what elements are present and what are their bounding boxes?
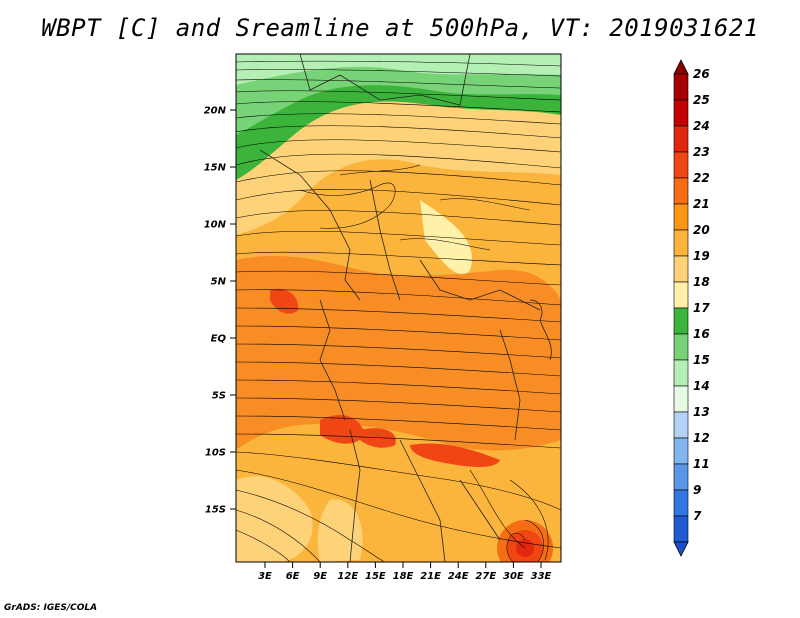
colorbar-label: 24	[693, 119, 710, 133]
lat-tick-label: EQ	[211, 334, 227, 345]
colorbar-segment	[673, 463, 689, 491]
colorbar-label: 13	[693, 405, 710, 419]
colorbar: 26 25 24 23 22 21 20 19 18 17 16 15 14 13 12 11 9 7	[673, 59, 710, 557]
lon-tick-label: 27E	[475, 571, 496, 582]
lon-tick-label: 24E	[448, 571, 469, 582]
colorbar-top-triangle	[673, 59, 689, 75]
colorbar-label: 19	[693, 249, 710, 263]
colorbar-label: 12	[693, 431, 710, 445]
lat-tick-label: 5N	[211, 277, 227, 288]
lon-tick-label: 9E	[313, 571, 327, 582]
lat-tick-label: 10N	[204, 220, 227, 231]
colorbar-label: 16	[693, 327, 710, 341]
longitude-axis: 3E 6E 9E 12E 15E 18E 21E 24E 27E 30E 33E	[258, 562, 552, 582]
map-frame	[235, 53, 562, 563]
colorbar-segment	[673, 125, 689, 153]
lon-tick-label: 6E	[286, 571, 300, 582]
colorbar-label: 14	[693, 379, 710, 393]
colorbar-segment	[673, 255, 689, 283]
colorbar-segment	[673, 99, 689, 127]
colorbar-label: 20	[693, 223, 710, 237]
colorbar-segment	[673, 203, 689, 231]
colorbar-segment	[673, 359, 689, 387]
streamlines	[236, 60, 561, 562]
lon-tick-label: 18E	[393, 571, 414, 582]
colorbar-segment	[673, 333, 689, 361]
wbpt-shaded-field	[236, 54, 561, 562]
lat-tick-label: 5S	[212, 391, 226, 402]
colorbar-label: 9	[693, 483, 701, 497]
colorbar-label: 21	[693, 197, 710, 211]
colorbar-segment	[673, 385, 689, 413]
colorbar-label: 11	[693, 457, 710, 471]
colorbar-label: 18	[693, 275, 710, 289]
lat-tick-label: 10S	[205, 448, 226, 459]
plot-title: WBPT [C] and Sreamline at 500hPa, VT: 20…	[41, 14, 759, 42]
lat-tick-label: 20N	[204, 106, 227, 117]
colorbar-segment	[673, 151, 689, 179]
colorbar-segment	[673, 177, 689, 205]
colorbar-label: 23	[693, 145, 710, 159]
lon-tick-label: 15E	[365, 571, 386, 582]
colorbar-segment	[673, 229, 689, 257]
colorbar-segment	[673, 489, 689, 517]
colorbar-label: 26	[693, 67, 710, 81]
colorbar-segment	[673, 411, 689, 439]
colorbar-label: 17	[693, 301, 710, 315]
colorbar-segment	[673, 515, 689, 543]
colorbar-segment	[673, 281, 689, 309]
credit-text: GrADS: IGES/COLA	[4, 603, 98, 613]
lon-tick-label: 33E	[531, 571, 552, 582]
colorbar-label: 7	[693, 509, 702, 523]
lon-tick-label: 21E	[420, 571, 441, 582]
lon-tick-label: 12E	[337, 571, 358, 582]
colorbar-segment	[673, 307, 689, 335]
colorbar-bottom-triangle	[673, 541, 689, 557]
lat-tick-label: 15N	[204, 163, 227, 174]
lat-tick-label: 15S	[205, 505, 226, 516]
colorbar-segment	[673, 73, 689, 101]
lon-tick-label: 30E	[503, 571, 524, 582]
latitude-axis: 20N 15N 10N 5N EQ 5S 10S 15S	[204, 106, 236, 516]
colorbar-label: 22	[693, 171, 710, 185]
colorbar-label: 15	[693, 353, 710, 367]
country-borders	[259, 54, 552, 562]
lon-tick-label: 3E	[258, 571, 272, 582]
colorbar-segment	[673, 437, 689, 465]
colorbar-label: 25	[693, 93, 710, 107]
